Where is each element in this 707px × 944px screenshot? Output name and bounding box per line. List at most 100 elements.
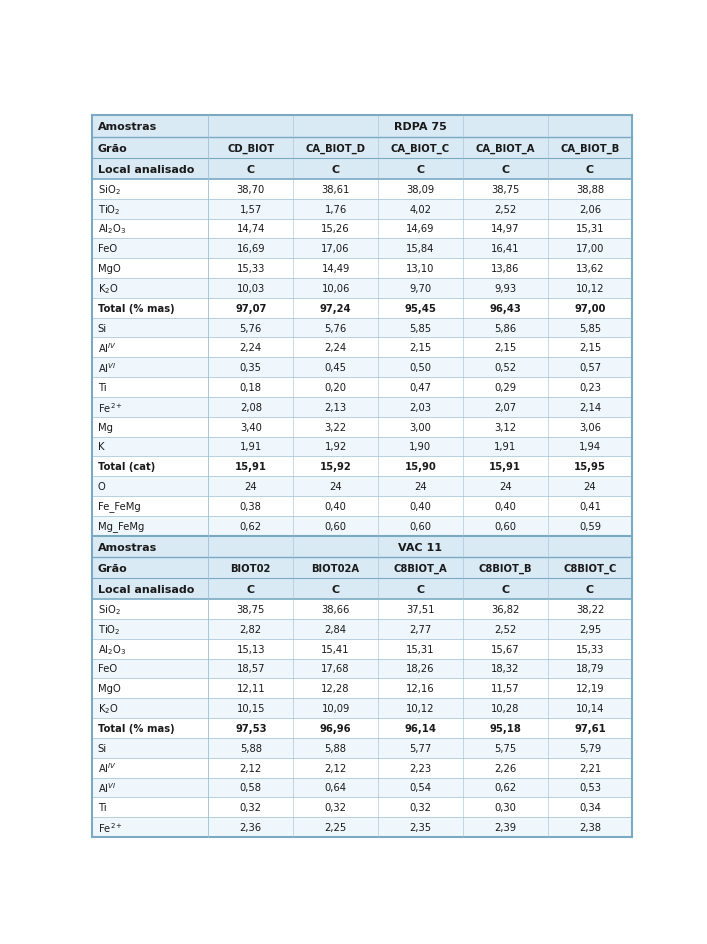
Text: 5,85: 5,85 [579,323,601,333]
Text: 38,75: 38,75 [237,604,265,615]
Text: CA_BIOT_A: CA_BIOT_A [476,143,535,154]
Text: 95,18: 95,18 [489,723,521,733]
Text: 2,38: 2,38 [579,822,601,833]
Text: 2,95: 2,95 [579,624,601,634]
Text: 0,52: 0,52 [494,362,516,373]
Text: 3,06: 3,06 [579,422,601,432]
Text: C: C [586,164,594,175]
Text: 13,62: 13,62 [575,263,604,274]
Text: 38,70: 38,70 [237,185,265,194]
Text: Mg_FeMg: Mg_FeMg [98,521,144,531]
Text: Total (cat): Total (cat) [98,462,155,472]
Text: 0,60: 0,60 [409,521,431,531]
Bar [92,818,633,837]
Text: Amostras: Amostras [98,123,157,132]
Text: Grão: Grão [98,564,127,573]
Text: 10,06: 10,06 [322,283,350,294]
Text: 10,12: 10,12 [406,703,435,714]
Text: 2,15: 2,15 [494,343,516,353]
Text: CA_BIOT_C: CA_BIOT_C [391,143,450,154]
Text: 0,47: 0,47 [409,382,431,393]
Text: 36,82: 36,82 [491,604,520,615]
Text: C: C [586,584,594,594]
Text: 97,00: 97,00 [574,303,606,313]
Text: 0,35: 0,35 [240,362,262,373]
Text: 12,19: 12,19 [575,683,604,694]
Text: 18,57: 18,57 [237,664,265,674]
Text: 15,90: 15,90 [404,462,436,472]
Text: 0,59: 0,59 [579,521,601,531]
Text: 15,33: 15,33 [575,644,604,654]
Text: MgO: MgO [98,683,120,694]
Text: 96,96: 96,96 [320,723,351,733]
Text: 5,88: 5,88 [240,743,262,753]
Text: 15,13: 15,13 [237,644,265,654]
Text: Total (% mas): Total (% mas) [98,303,175,313]
Text: 2,14: 2,14 [579,402,601,413]
Text: 2,12: 2,12 [325,763,346,773]
Text: 2,25: 2,25 [325,822,346,833]
Text: 2,52: 2,52 [494,205,516,214]
Text: 5,85: 5,85 [409,323,431,333]
Text: O: O [98,481,105,492]
Text: Grão: Grão [98,143,127,154]
Text: 15,91: 15,91 [489,462,521,472]
Text: 0,32: 0,32 [409,802,431,813]
Text: BIOT02A: BIOT02A [312,564,360,573]
Text: 5,79: 5,79 [579,743,601,753]
Text: 15,92: 15,92 [320,462,351,472]
Bar [92,116,633,138]
Text: 3,40: 3,40 [240,422,262,432]
Bar [92,619,633,639]
Text: 97,24: 97,24 [320,303,351,313]
Text: Fe$^{2+}$: Fe$^{2+}$ [98,400,122,414]
Text: C: C [247,584,255,594]
Text: 4,02: 4,02 [409,205,431,214]
Text: Local analisado: Local analisado [98,584,194,594]
Bar [92,516,633,536]
Text: MgO: MgO [98,263,120,274]
Text: 38,22: 38,22 [575,604,604,615]
Text: 9,93: 9,93 [494,283,516,294]
Text: 12,16: 12,16 [406,683,435,694]
Text: Local analisado: Local analisado [98,164,194,175]
Text: 15,67: 15,67 [491,644,520,654]
Text: 16,41: 16,41 [491,244,520,254]
Text: 15,41: 15,41 [322,644,350,654]
Text: 15,91: 15,91 [235,462,267,472]
Text: 3,22: 3,22 [325,422,346,432]
Text: 2,07: 2,07 [494,402,516,413]
Bar [92,558,633,579]
Text: 9,70: 9,70 [409,283,431,294]
Text: 0,53: 0,53 [579,783,601,793]
Bar [92,239,633,259]
Bar [92,278,633,298]
Text: 0,60: 0,60 [494,521,516,531]
Text: 5,88: 5,88 [325,743,346,753]
Text: 38,61: 38,61 [322,185,350,194]
Text: C: C [332,584,339,594]
Text: 0,34: 0,34 [579,802,601,813]
Bar [92,679,633,699]
Text: Si: Si [98,743,107,753]
Text: 38,66: 38,66 [322,604,350,615]
Text: 10,12: 10,12 [575,283,604,294]
Text: C8BIOT_A: C8BIOT_A [394,564,448,573]
Text: 24: 24 [499,481,512,492]
Text: C: C [332,164,339,175]
Text: 97,07: 97,07 [235,303,267,313]
Bar [92,417,633,437]
Text: 95,45: 95,45 [404,303,436,313]
Text: 0,32: 0,32 [240,802,262,813]
Text: 0,32: 0,32 [325,802,346,813]
Text: 0,60: 0,60 [325,521,346,531]
Text: 14,69: 14,69 [406,225,435,234]
Text: 0,18: 0,18 [240,382,262,393]
Text: 24: 24 [329,481,342,492]
Bar [92,579,633,599]
Bar [92,699,633,718]
Bar [92,358,633,378]
Text: 14,97: 14,97 [491,225,520,234]
Bar [92,259,633,278]
Text: 15,84: 15,84 [407,244,435,254]
